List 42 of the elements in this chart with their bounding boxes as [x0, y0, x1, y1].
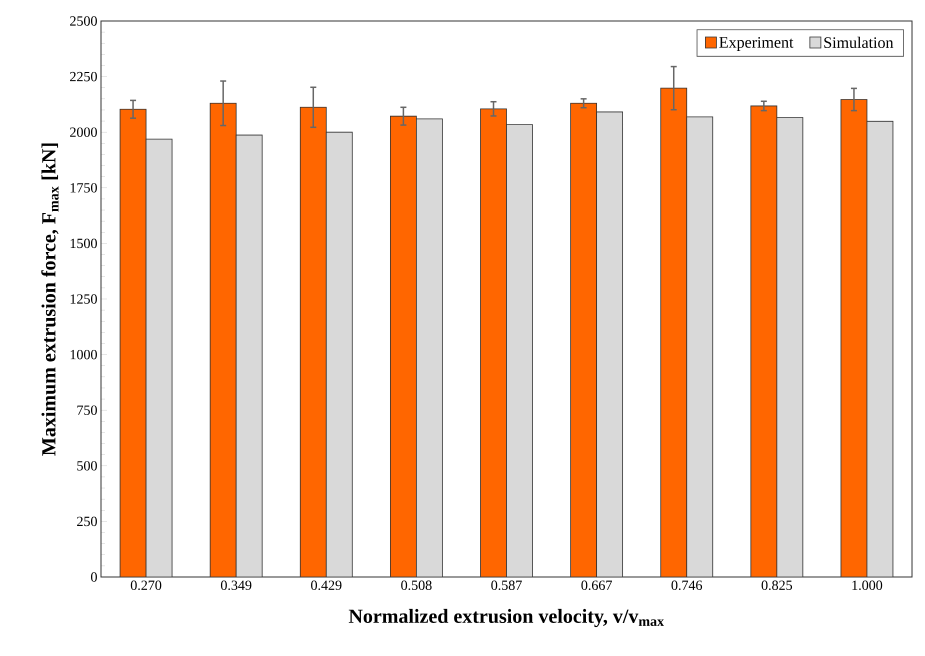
bar	[236, 134, 263, 577]
x-axis-title: Normalized extrusion velocity, v/v$_{max}$	[348, 608, 664, 628]
y-tick-label: 0	[91, 572, 97, 582]
x-tick-label: 0.508	[401, 580, 432, 590]
y-tick-label: 750	[77, 405, 97, 415]
bar	[300, 107, 326, 577]
bar	[416, 118, 443, 577]
bar	[776, 117, 804, 577]
y-tick-label: 2500	[70, 16, 97, 26]
bar	[840, 99, 868, 577]
y-tick-label: 1500	[70, 238, 97, 248]
bar	[686, 116, 714, 577]
legend-label: Experiment	[719, 36, 794, 51]
y-tick-label: 1750	[70, 183, 97, 193]
bar	[866, 120, 894, 577]
bar	[146, 138, 172, 577]
x-tick-label: 0.667	[581, 580, 612, 590]
x-tick-label: 0.429	[311, 580, 342, 590]
y-tick-label: 1250	[70, 294, 97, 304]
y-tick-label: 2000	[70, 127, 97, 137]
legend-label: Simulation	[824, 36, 894, 48]
bar	[120, 108, 146, 577]
bar	[326, 132, 352, 577]
x-tick-label: 0.587	[491, 580, 522, 590]
x-tick-label: 0.270	[130, 580, 162, 590]
x-tick-label: 1.000	[852, 580, 882, 590]
x-tick-label: 0.746	[672, 580, 702, 590]
bar	[480, 108, 507, 577]
y-tick-label: 1000	[70, 350, 97, 360]
x-tick-label: 0.825	[762, 580, 792, 590]
bar	[390, 116, 417, 577]
y-tick-label: 250	[77, 516, 97, 526]
x-tick-label: 0.349	[220, 580, 252, 590]
y-tick-label: 2250	[70, 72, 97, 82]
bar	[750, 106, 778, 577]
y-tick-label: 500	[77, 461, 97, 471]
bar	[210, 102, 237, 577]
bar	[506, 124, 533, 577]
y-axis-title: Maximum extrusion force, F$_{max}$ [kN]	[41, 143, 59, 456]
bar	[596, 112, 624, 577]
bar	[660, 88, 688, 577]
bar	[570, 102, 598, 577]
